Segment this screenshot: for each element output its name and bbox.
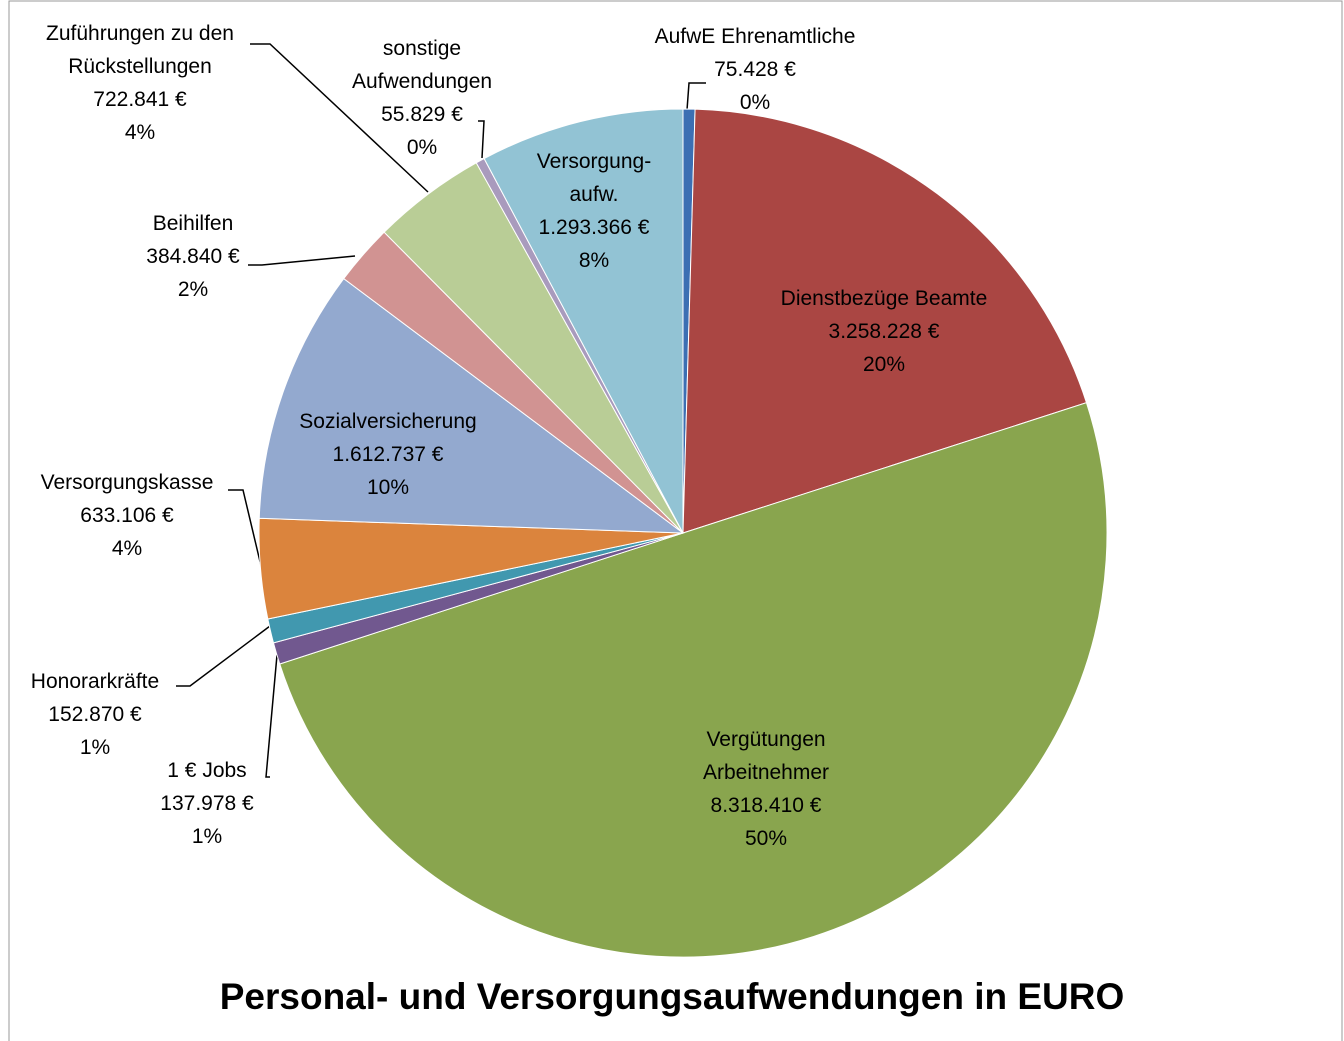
leader-line [228, 489, 263, 571]
leader-line [478, 120, 485, 159]
value-label: 8.318.410 € [710, 794, 822, 817]
category-label: AufwE Ehrenamtliche [654, 25, 856, 48]
data-label: Vergütungen Arbeitnehmer 8.318.410 € 50% [686, 723, 846, 855]
percentage-label: 8% [578, 249, 610, 272]
leader-line [686, 82, 706, 111]
leader-lines [176, 43, 706, 778]
value-label: 1.293.366 € [538, 216, 650, 239]
data-label: AufwE Ehrenamtliche 75.428 € 0% [625, 20, 885, 119]
category-label: Versorgungskasse [40, 471, 214, 494]
pie-slice [258, 277, 685, 534]
pie-slice [483, 108, 684, 534]
percentage-label: 4% [111, 537, 143, 560]
category-label: Sozialversicherung [299, 410, 477, 433]
value-label: 722.841 € [93, 88, 187, 111]
data-label: Zuführungen zu den Rückstellungen 722.841… [20, 17, 260, 149]
pie-slice [682, 108, 1088, 534]
data-label: Beihilfen 384.840 € 2% [113, 207, 273, 306]
value-label: 3.258.228 € [828, 320, 940, 343]
leader-line [265, 654, 278, 778]
percentage-label: 4% [124, 121, 156, 144]
value-label: 633.106 € [80, 504, 174, 527]
data-label: Honorarkräfte 152.870 € 1% [10, 665, 180, 764]
data-label: 1 € Jobs 137.978 € 1% [127, 754, 287, 853]
percentage-label: 10% [366, 476, 410, 499]
data-label: Versorgungskasse 633.106 € 4% [12, 466, 242, 565]
percentage-label: 0% [739, 91, 771, 114]
chart-border [8, 0, 1343, 1041]
category-label: 1 € Jobs [167, 759, 247, 782]
category-label: sonstige Aufwendungen [351, 37, 493, 93]
category-label: Versorgung-aufw. [536, 150, 652, 206]
value-label: 1.612.737 € [332, 443, 444, 466]
category-label: Dienstbezüge Beamte [780, 287, 988, 310]
value-label: 137.978 € [160, 792, 254, 815]
category-label: Zuführungen zu den Rückstellungen [46, 22, 234, 78]
percentage-label: 50% [744, 827, 788, 850]
leader-line [248, 255, 356, 266]
pie-slice [279, 402, 1108, 958]
category-label: Honorarkräfte [30, 670, 160, 693]
data-label: Sozialversicherung 1.612.737 € 10% [268, 405, 508, 504]
data-label: sonstige Aufwendungen 55.829 € 0% [332, 32, 512, 164]
value-label: 384.840 € [146, 245, 240, 268]
chart-title: Personal- und Versorgungsaufwendungen in… [219, 976, 1125, 1017]
value-label: 152.870 € [48, 703, 142, 726]
category-label: Vergütungen Arbeitnehmer [702, 728, 830, 784]
value-label: 55.829 € [381, 103, 463, 126]
percentage-label: 1% [79, 736, 111, 759]
data-label: Dienstbezüge Beamte 3.258.228 € 20% [754, 282, 1014, 381]
percentage-label: 20% [862, 353, 906, 376]
value-label: 75.428 € [714, 58, 796, 81]
leader-line [176, 625, 271, 687]
percentage-label: 1% [191, 825, 223, 848]
percentage-label: 0% [406, 136, 438, 159]
percentage-label: 2% [177, 278, 209, 301]
data-label: Versorgung-aufw. 1.293.366 € 8% [519, 145, 669, 277]
category-label: Beihilfen [152, 212, 234, 235]
leader-line [250, 43, 429, 193]
